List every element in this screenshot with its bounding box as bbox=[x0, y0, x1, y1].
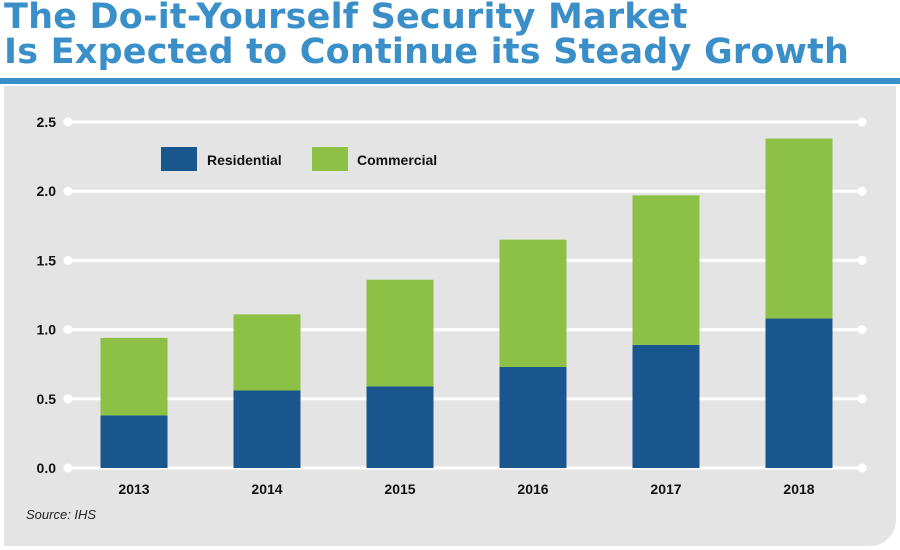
bar-residential-2018 bbox=[765, 318, 833, 468]
bar-commercial-2014 bbox=[233, 314, 301, 391]
gridline-cap-right-0 bbox=[857, 463, 867, 473]
bar-residential-2016 bbox=[499, 366, 567, 468]
y-tick-label-3: 1.5 bbox=[37, 252, 57, 268]
x-tick-label-2016: 2016 bbox=[517, 481, 548, 497]
x-tick-label-2013: 2013 bbox=[118, 481, 149, 497]
source-note: Source: IHS bbox=[26, 507, 97, 522]
y-tick-label-5: 2.5 bbox=[37, 114, 57, 130]
bar-commercial-2017 bbox=[632, 195, 700, 345]
y-tick-label-2: 1.0 bbox=[37, 322, 57, 338]
gridline-cap-right-2 bbox=[857, 325, 867, 335]
chart-title: The Do-it-Yourself Security Market Is Ex… bbox=[4, 0, 896, 70]
gridline-cap-left-3 bbox=[63, 255, 73, 265]
legend-label-commercial: Commercial bbox=[357, 152, 437, 168]
gridline-cap-left-4 bbox=[63, 186, 73, 196]
legend-swatch-commercial bbox=[312, 147, 348, 171]
x-tick-label-2014: 2014 bbox=[251, 481, 282, 497]
y-tick-label-4: 2.0 bbox=[37, 183, 57, 199]
gridline-cap-left-1 bbox=[63, 394, 73, 404]
x-tick-label-2017: 2017 bbox=[650, 481, 681, 497]
legend-swatch-residential bbox=[161, 147, 197, 171]
x-tick-label-2018: 2018 bbox=[783, 481, 814, 497]
gridline-cap-left-5 bbox=[63, 117, 73, 127]
gridline-cap-right-5 bbox=[857, 117, 867, 127]
title-underline bbox=[0, 78, 900, 84]
title-line-2: Is Expected to Continue its Steady Growt… bbox=[4, 32, 850, 72]
gridline-cap-left-2 bbox=[63, 325, 73, 335]
gridline-cap-right-4 bbox=[857, 186, 867, 196]
bar-commercial-2015 bbox=[366, 279, 434, 387]
bar-commercial-2018 bbox=[765, 138, 833, 319]
bar-residential-2013 bbox=[100, 415, 168, 468]
bar-commercial-2013 bbox=[100, 337, 168, 416]
gridline-cap-right-1 bbox=[857, 394, 867, 404]
bar-residential-2014 bbox=[233, 390, 301, 468]
x-tick-label-2015: 2015 bbox=[384, 481, 415, 497]
bar-residential-2015 bbox=[366, 386, 434, 468]
bar-residential-2017 bbox=[632, 344, 700, 468]
gridline-cap-left-0 bbox=[63, 463, 73, 473]
y-tick-label-0: 0.0 bbox=[37, 460, 57, 476]
legend-label-residential: Residential bbox=[207, 152, 282, 168]
bar-commercial-2016 bbox=[499, 239, 567, 367]
gridline-cap-right-3 bbox=[857, 255, 867, 265]
y-tick-label-1: 0.5 bbox=[37, 391, 57, 407]
title-line-1: The Do-it-Yourself Security Market bbox=[4, 0, 688, 37]
